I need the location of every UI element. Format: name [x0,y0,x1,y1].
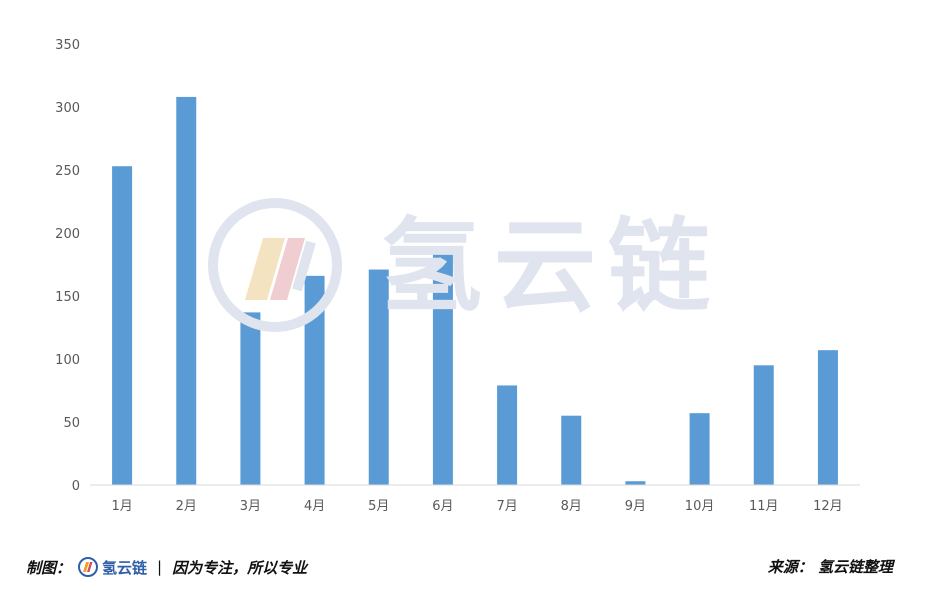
x-axis: 1月 2月 3月 4月 5月 6月 7月 8月 9月 10月 11月 12月 [111,499,842,514]
bar-9 [625,481,646,485]
footer-credit: 制图： 氢云链 | 因为专注，所以专业 [26,556,307,578]
brand-name: 氢云链 [102,558,148,577]
source-text: 氢云链整理 [817,558,893,576]
y-tick-label: 0 [72,479,80,494]
x-tick-label: 3月 [240,499,261,514]
y-tick-label: 200 [55,227,80,242]
x-tick-label: 1月 [111,499,132,514]
x-tick-label: 12月 [813,499,843,514]
source-label: 来源： [767,558,813,576]
bar-7 [497,385,518,485]
x-tick-label: 10月 [685,499,715,514]
source-credit: 来源： 氢云链整理 [768,556,893,577]
y-tick-label: 250 [55,164,80,179]
slogan: 因为专注，所以专业 [172,558,308,577]
x-tick-label: 4月 [304,499,325,514]
footer: 制图： 氢云链 | 因为专注，所以专业 来源： 氢云链整理 [0,552,949,588]
x-tick-label: 5月 [368,499,389,514]
bars-group [112,96,838,486]
footer-separator: | [157,558,163,576]
brand-logo-icon [78,557,99,577]
bar-6 [432,248,453,485]
bar-1 [112,166,133,485]
bar-3 [240,312,261,485]
bar-11 [753,365,774,485]
y-tick-label: 100 [55,353,80,368]
bar-8 [561,415,582,485]
bar-10 [689,413,710,485]
x-tick-label: 8月 [561,499,582,514]
y-tick-label: 50 [63,416,80,431]
y-tick-label: 350 [55,38,80,53]
bar-chart: 0 50 100 150 200 250 300 350 1月 2月 3月 4月 5月 6月 7月 8月 9月… [55,38,860,514]
bar-5 [368,269,389,485]
x-tick-label: 11月 [749,499,779,514]
bar-4 [304,275,325,485]
bar-2 [176,96,197,486]
x-tick-label: 7月 [496,499,517,514]
y-axis: 0 50 100 150 200 250 300 350 [55,38,80,494]
bar-12 [817,350,838,485]
y-tick-label: 150 [55,290,80,305]
y-tick-label: 300 [55,101,80,116]
maker-label: 制图： [26,558,72,577]
x-tick-label: 6月 [432,499,453,514]
brand: 氢云链 [77,556,147,578]
x-tick-label: 9月 [625,499,646,514]
x-tick-label: 2月 [176,499,197,514]
